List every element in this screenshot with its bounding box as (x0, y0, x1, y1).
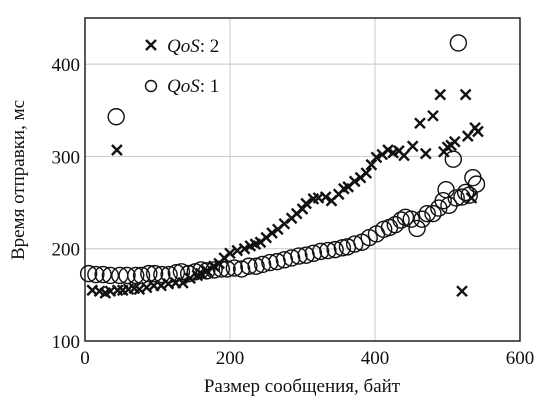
circle-marker-point (192, 261, 210, 279)
y-tick-label: 200 (52, 240, 81, 261)
x-marker-point (111, 144, 123, 156)
circle-marker-point (140, 264, 158, 283)
x-marker-point (319, 191, 332, 203)
circle-marker-point (413, 210, 431, 228)
circle-marker-point (132, 266, 151, 285)
circle-marker-point (333, 239, 352, 257)
legend-entry-qos1: QoS: 1 (144, 76, 219, 97)
legend-x-marker (145, 39, 157, 51)
series-qos1 (79, 34, 486, 285)
circle-marker-point (453, 188, 471, 206)
circle-marker-point (225, 259, 244, 277)
circle-marker-point (247, 257, 265, 275)
legend-label-qos2: QoS: 2 (167, 36, 219, 57)
legend-label-qos1: QoS: 1 (167, 76, 219, 97)
x-marker-point (224, 247, 236, 260)
x-marker-point (398, 149, 410, 162)
legend: QoS: 2 QoS: 1 (144, 36, 219, 97)
x-tick-label: 200 (216, 348, 245, 369)
circle-marker-point (145, 264, 164, 283)
circle-marker-point (107, 108, 125, 126)
y-axis-label: Время отправки, мс (8, 100, 29, 260)
x-marker-point (434, 88, 447, 101)
circle-marker-point (456, 183, 475, 202)
circle-marker-point (449, 34, 468, 52)
plot-frame (84, 17, 521, 342)
circle-marker-point (447, 189, 465, 207)
circle-marker-point (467, 175, 486, 193)
x-marker-point (472, 125, 484, 138)
x-tick-label: 400 (361, 348, 390, 369)
circle-marker-point (167, 264, 186, 282)
data-points (79, 34, 486, 299)
legend-circle-marker (144, 79, 158, 93)
series-qos2 (86, 88, 484, 299)
y-tick-label: 400 (52, 55, 81, 76)
circle-marker-point (346, 235, 364, 253)
x-marker-point (370, 151, 383, 164)
circle-marker-point (434, 192, 452, 210)
circle-marker-point (282, 249, 301, 267)
y-tick-label: 100 (52, 332, 81, 353)
x-marker-point (459, 88, 472, 101)
y-tick-label: 300 (52, 147, 81, 168)
x-tick-label: 600 (506, 348, 535, 369)
x-tick-label: 0 (80, 348, 90, 369)
circle-marker-point (408, 219, 426, 238)
circle-marker-point (319, 241, 337, 260)
circle-marker-point (127, 266, 145, 285)
circle-marker-point (160, 265, 178, 284)
circle-marker-point (444, 150, 462, 168)
circle-marker-point (253, 255, 272, 274)
x-marker-point (456, 285, 468, 298)
circle-marker-point (212, 260, 231, 278)
x-marker-point (427, 109, 439, 122)
x-marker-point (406, 140, 419, 153)
circle-marker-point (205, 261, 223, 279)
circle-marker-point (172, 263, 191, 281)
circle-marker-point (311, 242, 330, 261)
x-marker-point (278, 217, 291, 230)
x-marker-point (360, 167, 373, 179)
x-marker-point (365, 158, 378, 171)
circle-marker-point (118, 266, 136, 285)
circle-marker-point (402, 210, 420, 228)
x-marker-point (448, 135, 461, 148)
x-marker-point (300, 197, 312, 210)
x-marker-point (348, 175, 361, 188)
circle-marker-point (418, 204, 436, 223)
x-marker-point (419, 147, 432, 160)
x-axis-label: Размер сообщения, байт (204, 376, 401, 397)
x-marker-point (266, 227, 278, 239)
circle-marker-point (218, 260, 236, 278)
circle-marker-point (87, 265, 105, 284)
circle-marker-point (179, 264, 198, 283)
circle-marker-point (198, 262, 216, 280)
circle-marker-point (111, 266, 129, 285)
circle-marker-point (153, 265, 171, 284)
circle-marker-point (326, 240, 344, 259)
tick-labels: 0 200 400 600 100 200 300 400 (52, 55, 535, 369)
circle-marker-point (232, 260, 251, 278)
legend-entry-qos2: QoS: 2 (145, 36, 219, 57)
circle-marker-point (304, 244, 323, 263)
circle-marker-point (290, 247, 308, 265)
circle-marker-point (261, 253, 279, 272)
x-marker-point (238, 242, 251, 255)
x-marker-point (296, 203, 309, 215)
x-marker-point (414, 117, 426, 130)
circle-marker-point (79, 264, 98, 283)
circle-marker-point (424, 204, 442, 223)
circle-marker-point (437, 180, 455, 199)
circle-marker-point (392, 211, 410, 229)
circle-marker-point (94, 265, 112, 284)
circle-marker-point (240, 257, 258, 275)
